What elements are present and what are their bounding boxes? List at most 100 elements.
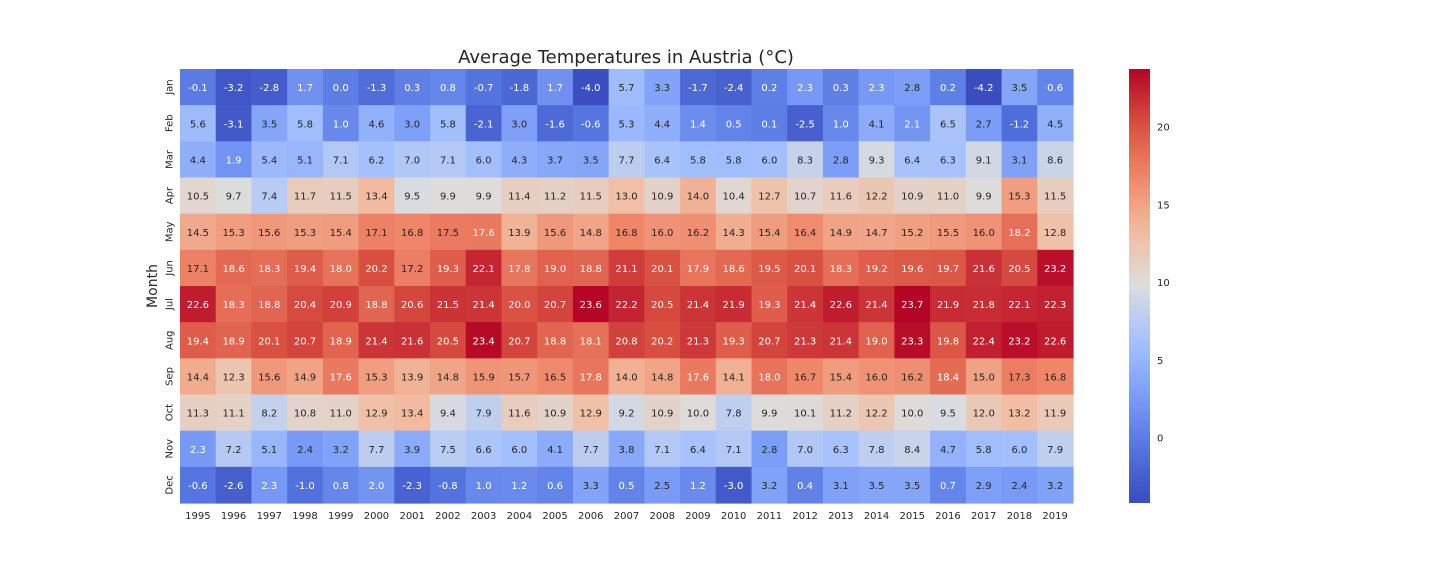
heatmap-cell <box>287 286 324 323</box>
heatmap-cell <box>430 358 467 396</box>
heatmap-cell <box>858 69 895 106</box>
cell-value-label: 7.1 <box>333 155 349 166</box>
heatmap-cell <box>608 358 645 396</box>
cell-value-label: 6.0 <box>511 445 527 456</box>
heatmap-cell <box>180 105 217 142</box>
cell-value-label: 5.6 <box>190 119 206 130</box>
cell-value-label: 3.2 <box>761 481 777 492</box>
heatmap-cell <box>644 141 681 179</box>
heatmap-cell <box>608 141 645 179</box>
cell-value-label: 15.2 <box>901 228 923 239</box>
heatmap-cell <box>715 322 753 359</box>
heatmap-cell <box>465 249 503 287</box>
heatmap-cell <box>287 466 324 504</box>
heatmap-cell <box>608 430 645 468</box>
cell-value-label: 16.2 <box>901 372 923 383</box>
cell-value-label: 18.3 <box>258 264 280 275</box>
heatmap-cell <box>858 358 895 396</box>
cell-value-label: 10.9 <box>651 192 673 203</box>
heatmap-cell <box>322 394 360 432</box>
cell-value-label: 9.7 <box>226 192 242 203</box>
cell-value-label: 3.2 <box>1047 481 1063 492</box>
cell-value-label: 19.3 <box>758 300 780 311</box>
cell-value-label: -1.7 <box>688 83 708 94</box>
cell-value-label: 10.0 <box>687 409 709 420</box>
heatmap-cell <box>608 105 645 142</box>
cell-value-label: -3.0 <box>724 481 744 492</box>
heatmap-cell <box>680 141 717 179</box>
heatmap-cell <box>751 69 788 106</box>
cell-value-label: 9.1 <box>976 155 992 166</box>
cell-value-label: 6.4 <box>654 155 670 166</box>
cell-value-label: 2.8 <box>904 83 920 94</box>
heatmap-cell <box>358 249 395 287</box>
heatmap-cell <box>430 286 467 323</box>
heatmap-cell <box>965 358 1003 396</box>
heatmap-cell <box>251 358 288 396</box>
cell-value-label: 0.5 <box>619 481 635 492</box>
cell-value-label: 7.0 <box>404 155 420 166</box>
x-tick-label: 1996 <box>221 511 246 522</box>
colorbar-tick-label: 20 <box>1157 123 1170 134</box>
x-tick-label: 2002 <box>435 511 460 522</box>
heatmap-cell <box>215 249 253 287</box>
heatmap-cell <box>787 430 824 468</box>
cell-value-label: 4.5 <box>1047 119 1063 130</box>
heatmap-cell <box>680 69 717 106</box>
cell-value-label: 2.3 <box>797 83 813 94</box>
cell-value-label: 11.7 <box>294 192 316 203</box>
cell-value-label: 15.4 <box>330 228 352 239</box>
cell-value-label: 2.4 <box>1011 481 1027 492</box>
cell-value-label: 0.5 <box>726 119 742 130</box>
cell-value-label: 20.2 <box>651 336 673 347</box>
heatmap-cell <box>251 466 288 504</box>
heatmap-cell <box>751 141 788 179</box>
cell-value-label: 20.9 <box>330 300 352 311</box>
cell-value-label: 20.7 <box>544 300 566 311</box>
cell-value-label: 0.1 <box>761 119 777 130</box>
heatmap-cell <box>715 213 753 251</box>
heatmap-cell <box>358 394 395 432</box>
heatmap-cell <box>822 286 860 323</box>
cell-value-label: 9.2 <box>619 409 635 420</box>
heatmap-cell <box>787 394 824 432</box>
heatmap-cell <box>358 358 395 396</box>
heatmap-cell <box>822 466 860 504</box>
cell-value-label: 6.3 <box>940 155 956 166</box>
heatmap-cell <box>251 249 288 287</box>
cell-value-label: 20.4 <box>294 300 316 311</box>
colorbar-ticks: 0 5 10 15 20 <box>1157 123 1170 445</box>
heatmap-cell <box>822 141 860 179</box>
cell-value-label: 10.5 <box>187 192 209 203</box>
heatmap-cell <box>930 249 967 287</box>
heatmap-cell <box>787 213 824 251</box>
cell-value-label: 15.6 <box>544 228 566 239</box>
cell-value-label: 7.9 <box>476 409 492 420</box>
cell-value-label: 19.4 <box>187 336 209 347</box>
cell-value-label: 12.9 <box>365 409 387 420</box>
cell-value-label: 15.6 <box>258 228 280 239</box>
cell-value-label: 0.3 <box>404 83 420 94</box>
heatmap-cell <box>394 322 431 359</box>
heatmap-cell <box>572 213 610 251</box>
cell-value-label: 18.3 <box>830 264 852 275</box>
cell-value-label: 19.0 <box>544 264 566 275</box>
cell-value-label: 10.1 <box>794 409 816 420</box>
heatmap-cell <box>501 286 538 323</box>
heatmap-cell <box>644 177 681 215</box>
cell-value-label: 4.7 <box>940 445 956 456</box>
cell-value-label: 4.3 <box>511 155 527 166</box>
cell-value-label: 23.4 <box>472 336 494 347</box>
heatmap-cell <box>1037 286 1074 323</box>
heatmap-cell <box>822 394 860 432</box>
cell-value-label: 7.4 <box>261 192 277 203</box>
cell-value-label: 14.1 <box>723 372 745 383</box>
heatmap-cell <box>965 105 1003 142</box>
cell-value-label: 14.3 <box>723 228 745 239</box>
heatmap-cell <box>465 394 503 432</box>
cell-value-label: 3.1 <box>1011 155 1027 166</box>
cell-value-label: 19.0 <box>865 336 887 347</box>
heatmap-cell <box>1001 141 1038 179</box>
cell-value-label: 11.1 <box>222 409 244 420</box>
heatmap-cell <box>751 249 788 287</box>
